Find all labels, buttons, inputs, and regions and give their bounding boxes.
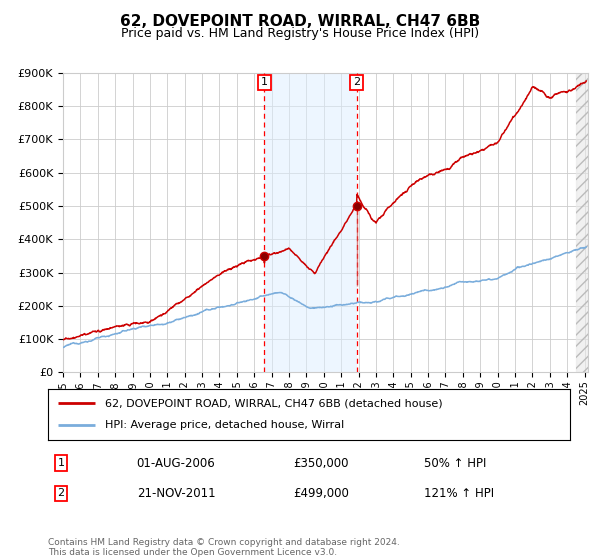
Text: Contains HM Land Registry data © Crown copyright and database right 2024.
This d: Contains HM Land Registry data © Crown c…	[48, 538, 400, 557]
Text: 62, DOVEPOINT ROAD, WIRRAL, CH47 6BB (detached house): 62, DOVEPOINT ROAD, WIRRAL, CH47 6BB (de…	[106, 398, 443, 408]
Text: 50% ↑ HPI: 50% ↑ HPI	[424, 457, 486, 470]
Text: 121% ↑ HPI: 121% ↑ HPI	[424, 487, 494, 500]
Text: 21-NOV-2011: 21-NOV-2011	[137, 487, 215, 500]
Text: £350,000: £350,000	[293, 457, 349, 470]
Text: £499,000: £499,000	[293, 487, 349, 500]
Text: 01-AUG-2006: 01-AUG-2006	[137, 457, 215, 470]
Bar	[576, 73, 590, 372]
Text: Price paid vs. HM Land Registry's House Price Index (HPI): Price paid vs. HM Land Registry's House …	[121, 27, 479, 40]
Text: 62, DOVEPOINT ROAD, WIRRAL, CH47 6BB: 62, DOVEPOINT ROAD, WIRRAL, CH47 6BB	[120, 14, 480, 29]
Bar	[576, 73, 590, 372]
Bar	[265, 73, 357, 372]
Text: 1: 1	[261, 77, 268, 87]
Text: HPI: Average price, detached house, Wirral: HPI: Average price, detached house, Wirr…	[106, 421, 344, 431]
Text: 2: 2	[58, 488, 65, 498]
Text: 1: 1	[58, 458, 65, 468]
Text: 2: 2	[353, 77, 360, 87]
